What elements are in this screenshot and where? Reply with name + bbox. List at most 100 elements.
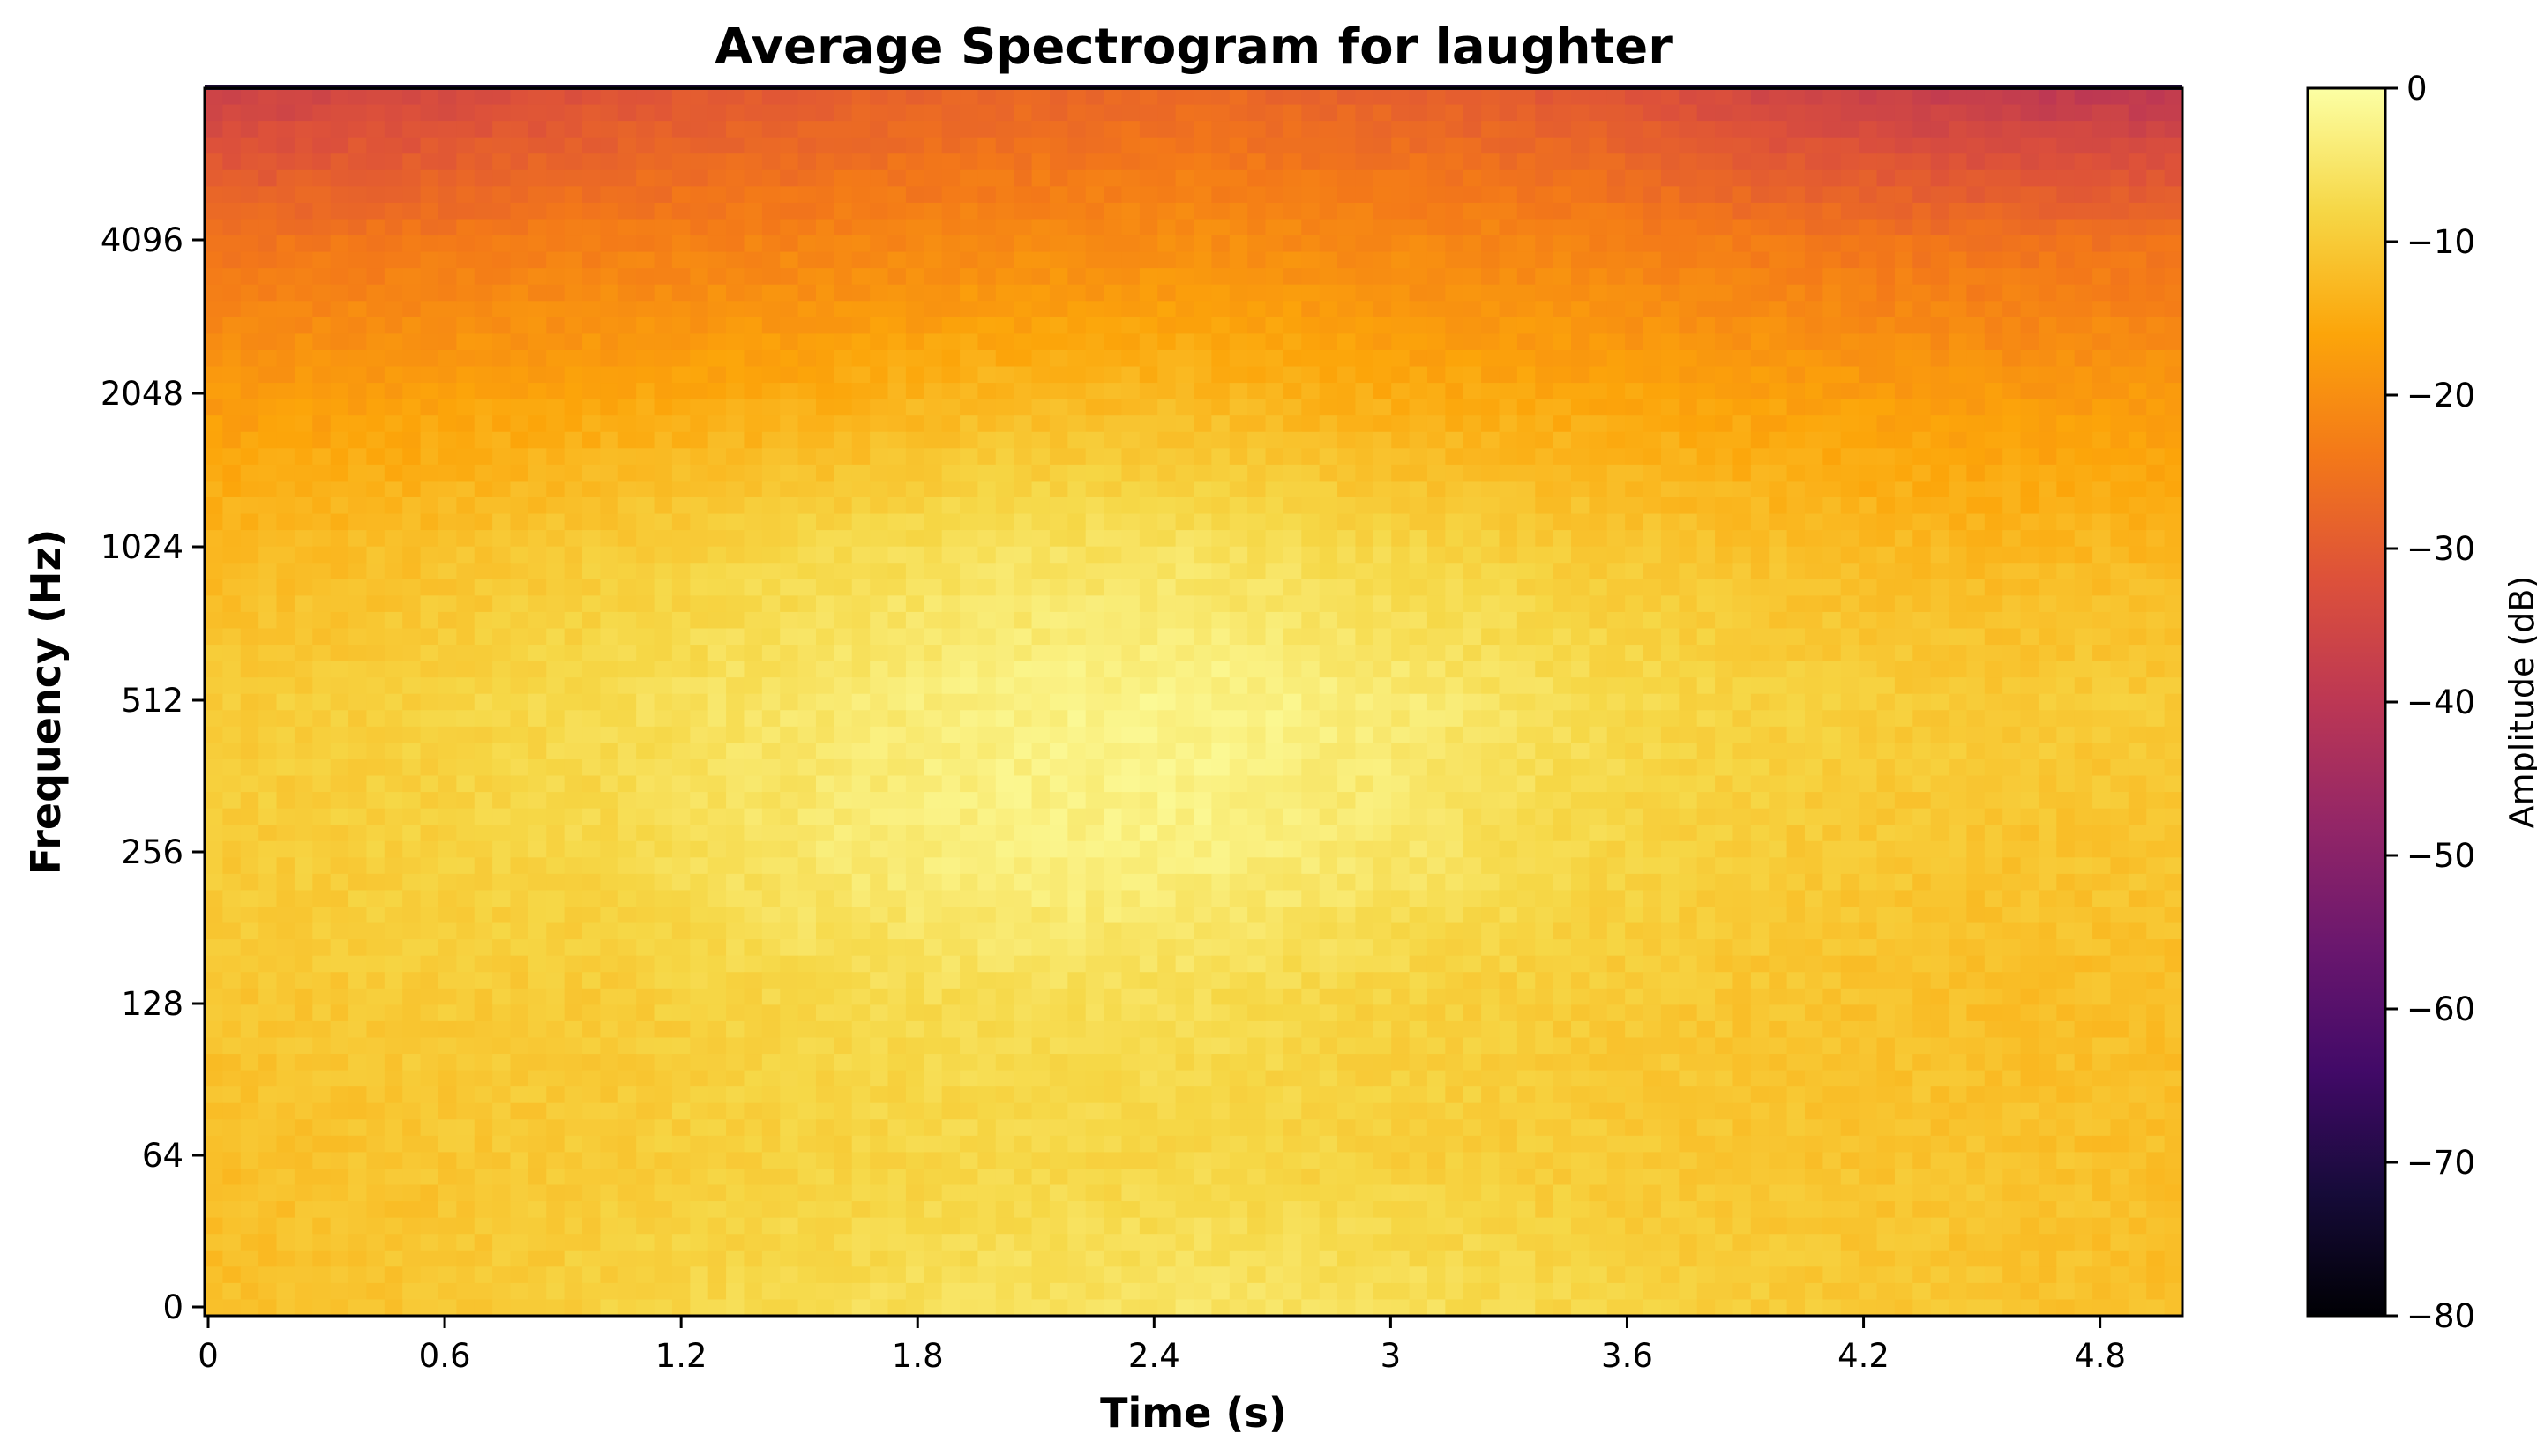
heatmap-cell [1715, 349, 1734, 368]
heatmap-cell [2020, 317, 2039, 334]
heatmap-cell [1445, 169, 1464, 187]
heatmap-cell [1049, 808, 1068, 825]
heatmap-cell [2002, 301, 2022, 318]
heatmap-cell [1949, 743, 1968, 760]
heatmap-cell [2074, 235, 2093, 253]
heatmap-cell [2002, 235, 2022, 253]
heatmap-cell [1930, 366, 1950, 384]
heatmap-cell [1912, 333, 1932, 351]
heatmap-cell [1067, 301, 1087, 318]
heatmap-cell [384, 661, 403, 678]
heatmap-cell [1859, 758, 1878, 777]
heatmap-cell [1715, 710, 1734, 728]
heatmap-cell [258, 808, 278, 825]
heatmap-cell [1625, 415, 1644, 433]
heatmap-cell [1732, 628, 1752, 646]
heatmap-cell [834, 317, 853, 334]
heatmap-cell [834, 661, 853, 678]
heatmap-cell [870, 333, 889, 351]
heatmap-cell [654, 88, 673, 106]
heatmap-cell [761, 219, 781, 236]
heatmap-cell [1157, 88, 1177, 106]
heatmap-cell [420, 202, 439, 220]
heatmap-cell [384, 235, 403, 253]
heatmap-cell [2038, 235, 2057, 253]
heatmap-cell [1409, 611, 1428, 630]
heatmap-cell [205, 645, 223, 662]
heatmap-cell [1912, 743, 1932, 760]
heatmap-cell [1750, 595, 1770, 613]
heatmap-cell [1481, 383, 1500, 400]
heatmap-cell [654, 219, 673, 236]
heatmap-cell [707, 693, 727, 711]
heatmap-cell [941, 758, 961, 777]
heatmap-cell [1894, 366, 1913, 384]
heatmap-cell [1247, 169, 1267, 187]
heatmap-cell [1014, 235, 1033, 253]
heatmap-cell [2074, 563, 2093, 580]
heatmap-cell [546, 219, 565, 236]
heatmap-cell [2110, 726, 2129, 743]
heatmap-cell [2128, 137, 2147, 154]
heatmap-cell [1409, 301, 1428, 318]
heatmap-cell [1391, 611, 1411, 630]
heatmap-cell [438, 121, 457, 138]
heatmap-cell [2038, 464, 2057, 482]
heatmap-cell [1194, 431, 1212, 449]
heatmap-cell [240, 448, 259, 466]
heatmap-cell [2056, 235, 2076, 253]
heatmap-cell [1104, 775, 1123, 793]
heatmap-cell [834, 415, 853, 433]
heatmap-cell [1157, 513, 1177, 531]
heatmap-cell [1822, 693, 1842, 711]
heatmap-cell [402, 88, 422, 106]
heatmap-cell [1157, 595, 1177, 613]
heatmap-cell [1535, 710, 1554, 728]
heatmap-cell [1373, 448, 1392, 466]
heatmap-cell [995, 693, 1014, 711]
heatmap-cell [2128, 301, 2147, 318]
heatmap-cell [1589, 775, 1608, 793]
heatmap-cell [1516, 513, 1536, 531]
heatmap-cell [1535, 383, 1554, 400]
heatmap-cell [1589, 137, 1608, 154]
heatmap-cell [1804, 758, 1823, 777]
heatmap-cell [492, 825, 512, 842]
heatmap-cell [905, 383, 924, 400]
heatmap-cell [1786, 448, 1806, 466]
heatmap-cell [1175, 169, 1194, 187]
heatmap-cell [1049, 710, 1068, 728]
heatmap-cell [1535, 251, 1554, 269]
heatmap-cell [905, 235, 924, 253]
heatmap-cell [294, 399, 313, 416]
heatmap-cell [815, 284, 834, 302]
heatmap-cell [995, 726, 1014, 743]
heatmap-cell [671, 169, 691, 187]
heatmap-cell [528, 186, 547, 204]
heatmap-cell [654, 202, 673, 220]
heatmap-cell [1732, 153, 1752, 171]
heatmap-cell [924, 349, 943, 368]
heatmap-cell [258, 202, 278, 220]
heatmap-cell [870, 121, 889, 138]
heatmap-cell [1715, 693, 1734, 711]
heatmap-cell [1139, 792, 1158, 810]
heatmap-cell [2128, 268, 2147, 286]
heatmap-cell [474, 677, 493, 695]
heatmap-cell [1679, 169, 1698, 187]
heatmap-cell [1499, 579, 1518, 596]
heatmap-cell [654, 530, 673, 548]
heatmap-cell [797, 383, 817, 400]
heatmap-cell [582, 383, 601, 400]
heatmap-cell [617, 219, 637, 236]
heatmap-cell [312, 431, 332, 449]
heatmap-cell [1660, 464, 1680, 482]
heatmap-cell [780, 104, 799, 122]
heatmap-cell [1049, 693, 1068, 711]
heatmap-cell [492, 792, 512, 810]
heatmap-cell [330, 677, 349, 695]
heatmap-cell [510, 366, 529, 384]
heatmap-cell [492, 628, 512, 646]
heatmap-cell [1732, 268, 1752, 286]
heatmap-cell [2020, 301, 2039, 318]
